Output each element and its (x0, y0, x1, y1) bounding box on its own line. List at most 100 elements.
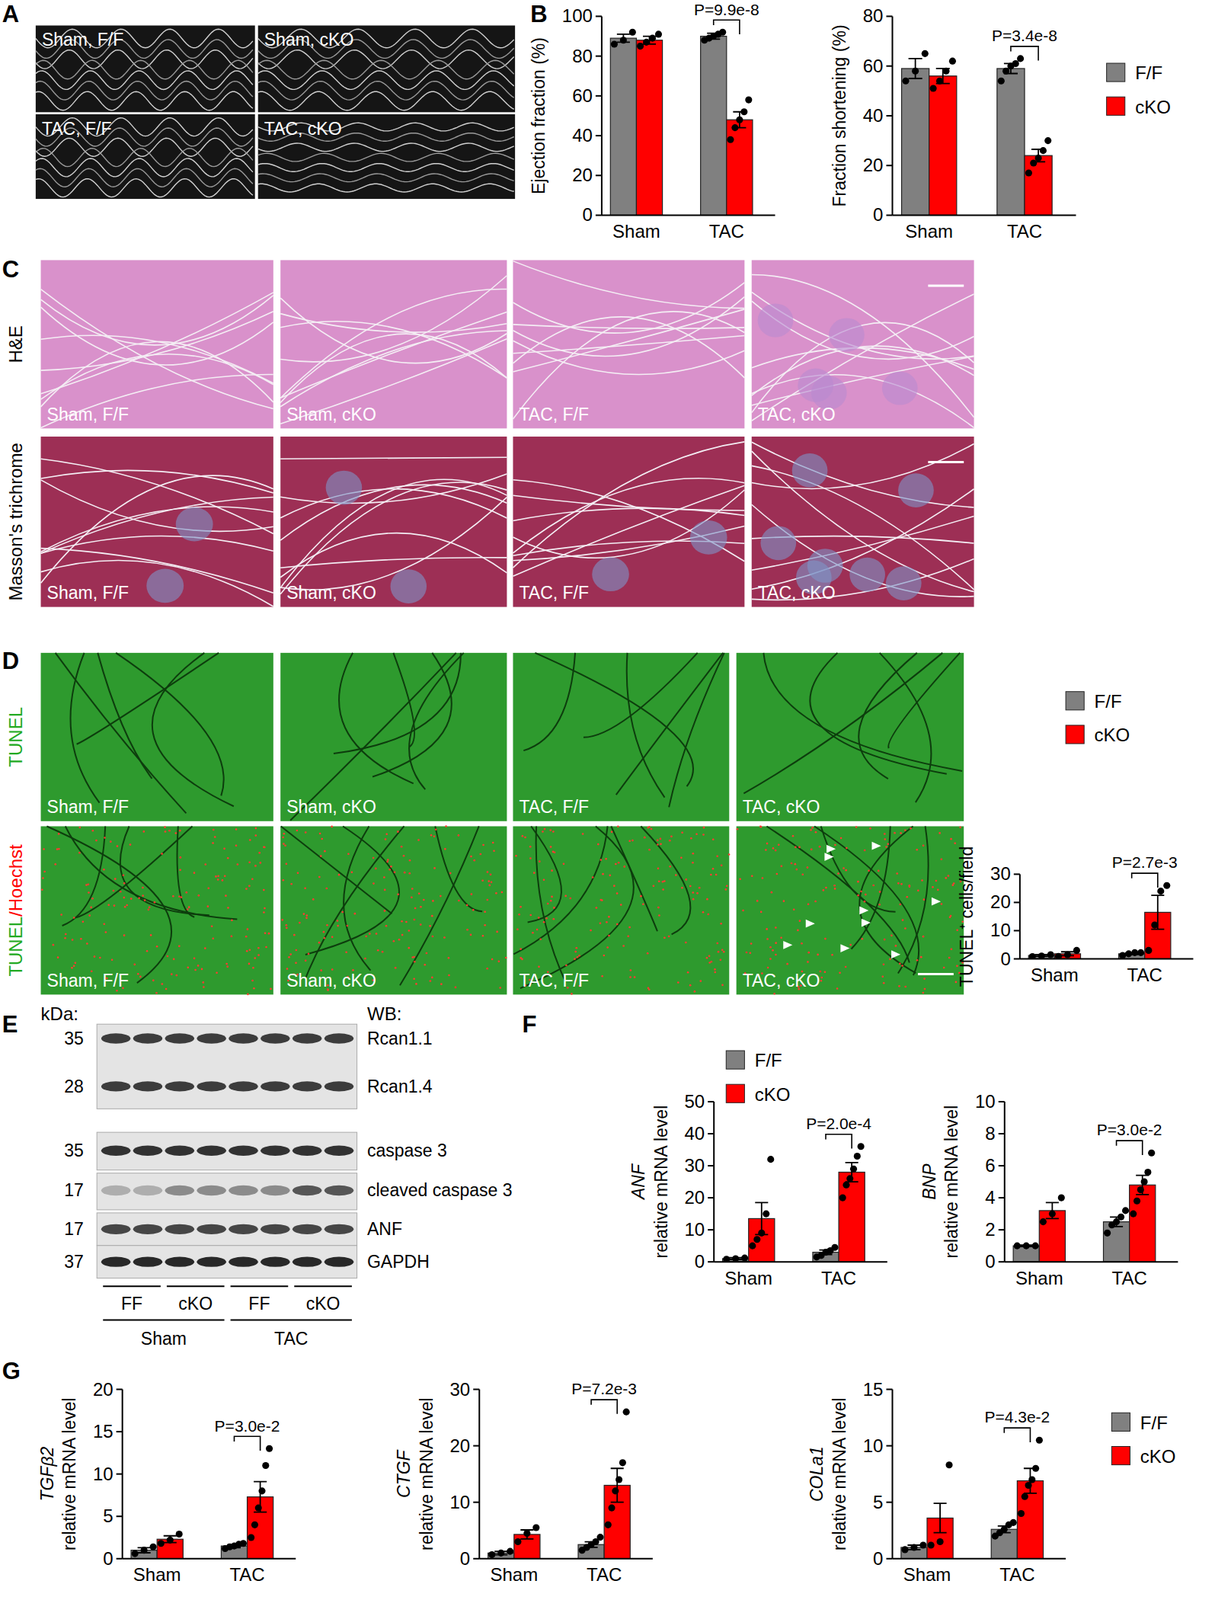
fluorescence-image (280, 652, 507, 822)
y-axis-label: TGFβ2 (37, 1445, 58, 1501)
row-label: Masson's trichrome (5, 442, 26, 601)
tissue-line (41, 306, 274, 365)
nucleus-dot (341, 911, 344, 914)
blot-band (196, 1224, 226, 1235)
data-point (642, 38, 650, 46)
kda-label: 17 (63, 1218, 84, 1239)
data-point (607, 1504, 615, 1512)
nucleus-dot (537, 916, 541, 919)
tissue-crack (859, 825, 916, 973)
nucleus-dot (294, 961, 298, 964)
nucleus-dot (282, 842, 285, 845)
y-tick-label: 20 (863, 154, 884, 176)
error-bar (1135, 1175, 1149, 1195)
y-tick (885, 1388, 893, 1391)
nucleus-dot (246, 949, 249, 953)
blot-strip (96, 1212, 357, 1246)
y-axis-label: Fraction shortening (%) (829, 24, 850, 207)
image-label: TAC, F/F (518, 796, 589, 817)
y-tick-label: 0 (582, 204, 593, 225)
nucleus-dot (439, 895, 442, 898)
nucleus-dot (258, 861, 262, 864)
nucleus-dot (947, 874, 950, 877)
nucleus-dot (286, 967, 289, 970)
nucleus-dot (521, 834, 525, 838)
chart: 020406080100ShamTACEjection fraction (%)… (528, 0, 776, 242)
nucleus-dot (824, 970, 827, 973)
blot-band (165, 1224, 195, 1235)
nucleus-dot (949, 837, 953, 841)
nucleus-dot (909, 827, 912, 830)
y-tick (885, 1557, 893, 1560)
data-point (1048, 1210, 1056, 1218)
nucleus-dot (230, 919, 234, 922)
error-bar (610, 1467, 624, 1502)
tissue-crack (152, 652, 234, 806)
image-label: TAC, cKO (757, 404, 836, 425)
data-point (949, 57, 957, 65)
echo-trace (35, 50, 253, 70)
tissue-line (751, 300, 975, 359)
nucleus-dot (769, 957, 772, 960)
nucleus-dot (193, 871, 196, 874)
nucleus-dot (576, 956, 579, 959)
nucleus-dot (712, 867, 715, 870)
tissue-crack (97, 652, 152, 779)
data-point (1058, 1194, 1065, 1202)
tissue-line (280, 484, 507, 541)
nucleus-dot (543, 828, 547, 831)
nucleus-dot (659, 843, 662, 846)
nucleus-dot (864, 893, 867, 896)
blot-band (196, 1185, 226, 1196)
nucleus-dot (483, 910, 487, 913)
nucleus-dot (881, 975, 884, 979)
nucleus-dot (114, 877, 117, 880)
data-point (514, 1537, 522, 1545)
arrowhead (861, 918, 871, 928)
tissue-line (512, 309, 745, 372)
nucleus-dot (251, 979, 254, 982)
tissue-crack (46, 825, 172, 983)
x-tick-label: TAC (1112, 1267, 1148, 1289)
nucleus-dot (393, 870, 397, 873)
lane-label: FF (121, 1293, 143, 1314)
nucleus-dot (856, 894, 860, 897)
nucleus-dot (601, 898, 604, 902)
tissue-line (280, 479, 507, 588)
data-point (850, 1165, 857, 1173)
nucleus-dot (470, 933, 473, 937)
tissue-line (280, 497, 507, 590)
nucleus-dot (78, 851, 81, 854)
data-point (901, 77, 909, 85)
error-bar (253, 1481, 267, 1513)
y-tick (116, 1515, 123, 1517)
tissue-line (280, 313, 507, 333)
tissue-line (41, 292, 274, 394)
nucleus-dot (895, 872, 899, 875)
data-point (910, 1543, 918, 1551)
nucleus-dot (385, 832, 388, 835)
blot-strip (96, 1023, 357, 1109)
nucleus-dot (745, 951, 749, 954)
echo-trace (258, 153, 515, 162)
nucleus-dot (381, 950, 384, 953)
x-tick-label: Sham (1015, 1267, 1064, 1289)
nucleus-dot (223, 874, 227, 877)
nucleus-dot (444, 847, 447, 851)
nucleus-dot (137, 972, 140, 976)
nucleus-dot (860, 890, 863, 893)
nucleus-dot (524, 836, 527, 839)
nucleus-dot (764, 848, 768, 851)
nucleus-dot (519, 947, 522, 950)
data-point (620, 36, 627, 44)
nucleus-dot (318, 941, 321, 944)
nucleus-dot (152, 979, 155, 982)
nucleus-dot (87, 882, 90, 886)
nucleus-dot (482, 844, 485, 847)
panel-letter: F (521, 1010, 537, 1038)
tissue-line (280, 321, 507, 378)
tissue-crack (434, 825, 483, 912)
nucleus-dot (750, 942, 753, 945)
tissue-line (512, 311, 745, 419)
nucleus-dot (116, 844, 119, 848)
